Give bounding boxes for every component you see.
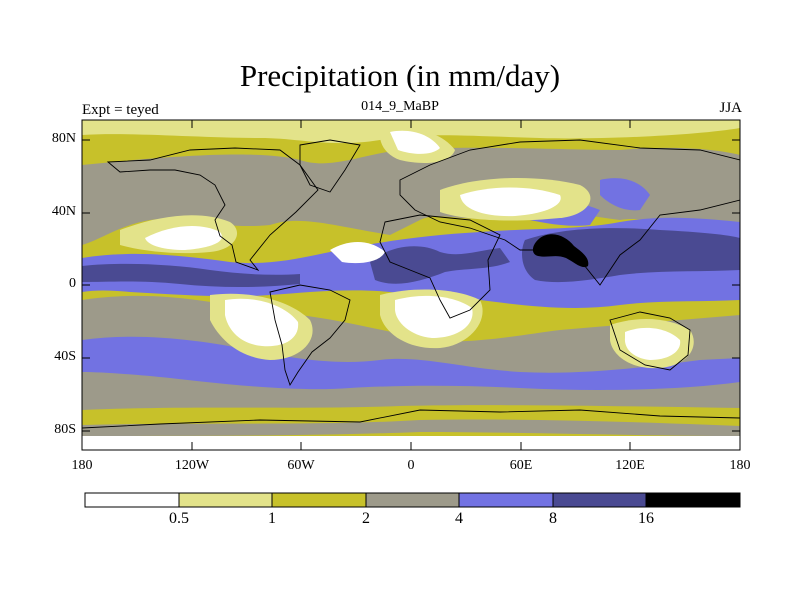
x-label-180-left: 180 — [71, 458, 93, 473]
gray-antarctic — [82, 419, 740, 436]
australia-coast — [609, 311, 691, 371]
colorbar-bin-3 — [271, 492, 367, 508]
colorbar-bin-1 — [84, 492, 180, 508]
run-label: 014_9_MaBP — [361, 99, 439, 114]
x-label-120w: 120W — [174, 458, 210, 473]
x-label-120e: 120E — [615, 458, 645, 473]
south-america-coast — [269, 284, 351, 387]
colorbar-label-8: 8 — [549, 510, 557, 527]
y-label-0: 0 — [69, 276, 76, 291]
peak-precipitation — [532, 234, 589, 268]
white-australia — [624, 327, 681, 360]
y-label-40s: 40S — [54, 349, 76, 364]
y-label-80s: 80S — [54, 422, 76, 437]
gray-north — [82, 147, 740, 245]
white-sahara — [330, 241, 385, 264]
season-label: JJA — [719, 100, 742, 116]
colorbar-label-16: 16 — [638, 510, 654, 527]
white-na — [145, 226, 222, 250]
white-asia — [460, 187, 561, 217]
coastlines — [82, 139, 740, 429]
white-arctic — [390, 130, 440, 154]
north-america-coast — [106, 147, 319, 271]
white-africa-south — [395, 295, 473, 338]
precipitation-field — [82, 120, 740, 450]
x-label-60w: 60W — [287, 458, 315, 473]
colorbar-bin-5 — [458, 492, 554, 508]
colorbar — [84, 492, 741, 508]
y-label-40n: 40N — [51, 204, 76, 219]
colorbar-label-4: 4 — [455, 510, 463, 527]
eurasia-coast — [399, 139, 740, 286]
x-label-0: 0 — [407, 458, 415, 473]
colorbar-bin-7 — [645, 492, 741, 508]
y-label-80n: 80N — [51, 131, 76, 146]
greenland-coast — [299, 139, 361, 193]
colorbar-bin-6 — [552, 492, 647, 508]
colorbar-label-2: 2 — [362, 510, 370, 527]
colorbar-bin-4 — [365, 492, 460, 508]
white-sa — [225, 298, 299, 347]
antarctica-coast — [82, 409, 740, 429]
navy-pacific — [82, 263, 300, 287]
colorbar-label-1: 1 — [268, 510, 276, 527]
map-title: Precipitation (in mm/day) — [239, 58, 561, 93]
navy-asia — [522, 228, 740, 283]
navy-africa — [370, 246, 510, 284]
experiment-label: Expt = teyed — [82, 102, 159, 118]
x-label-180-right: 180 — [729, 458, 751, 473]
blue-siberia — [600, 178, 650, 211]
colorbar-bin-2 — [178, 492, 273, 508]
africa-coast — [379, 214, 501, 319]
x-label-60e: 60E — [509, 458, 533, 473]
colorbar-label-0-5: 0.5 — [169, 510, 189, 527]
x-ticks — [81, 120, 741, 450]
y-ticks — [82, 139, 740, 432]
